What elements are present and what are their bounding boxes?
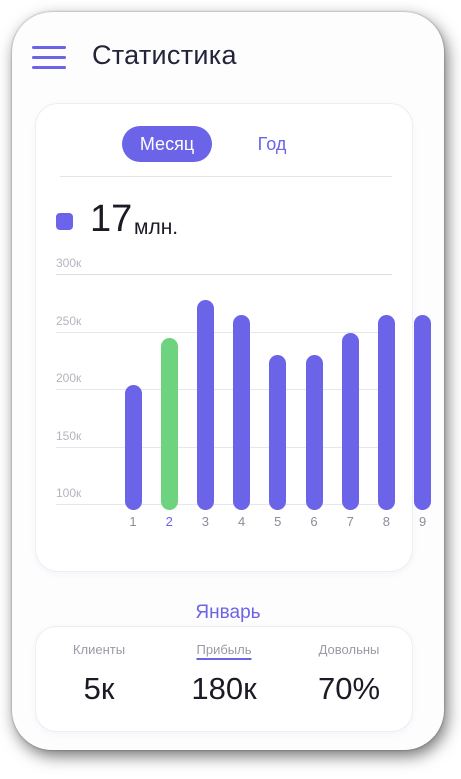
y-tick-label: 100к <box>56 486 82 500</box>
bar-6[interactable] <box>305 354 323 510</box>
x-tick-label: 3 <box>201 514 209 529</box>
bar-5[interactable] <box>269 354 287 510</box>
tabs-divider <box>60 176 392 177</box>
tab-year[interactable]: Год <box>257 134 287 154</box>
stat-clients: Клиенты 5к <box>36 627 162 731</box>
gridline <box>56 274 392 275</box>
total-unit: млн. <box>134 216 179 239</box>
stat-clients-value: 5к <box>83 671 115 706</box>
x-tick-label: 1 <box>129 514 137 529</box>
app-header: Статистика <box>32 40 432 80</box>
y-tick-label: 300к <box>56 256 82 270</box>
bar-3[interactable] <box>196 299 214 510</box>
x-tick-label: 2 <box>165 514 173 529</box>
bar-2[interactable] <box>160 337 178 510</box>
y-tick-label: 250к <box>56 313 82 328</box>
x-tick-label: 8 <box>382 514 390 529</box>
stat-satisfied-label: Довольны <box>318 642 380 657</box>
period-tabs: Месяц Год <box>122 126 322 162</box>
bar-chart: 300к 250к 200к 150к 100к 1 2 3 4 5 6 7 8 9 <box>36 244 436 554</box>
bar-8[interactable] <box>377 314 395 510</box>
x-tick-label: 7 <box>346 514 354 529</box>
stat-satisfied-value: 70% <box>317 671 381 706</box>
y-tick-label: 200к <box>56 371 82 385</box>
tab-month[interactable]: Месяц <box>122 126 212 162</box>
stat-clients-label: Клиенты <box>72 642 126 657</box>
hamburger-menu-icon[interactable] <box>32 44 66 70</box>
total-value: 17 <box>90 198 133 240</box>
stat-profit-value: 180к <box>191 671 257 706</box>
x-tick-label: 5 <box>274 514 282 529</box>
bar-7[interactable] <box>341 332 359 510</box>
bar-1[interactable] <box>124 384 142 510</box>
phone-frame: Статистика Месяц Год 17 млн. 300к 250к 200… <box>12 12 444 750</box>
legend-swatch <box>56 213 73 230</box>
gridline <box>56 446 392 448</box>
stat-profit[interactable]: Прибыль 180к <box>161 627 287 731</box>
stat-satisfied: Довольны 70% <box>286 627 412 731</box>
x-tick-label: 6 <box>310 514 318 529</box>
x-tick-label: 4 <box>237 514 246 529</box>
statistics-card: Месяц Год 17 млн. 300к 250к 200к 150к 100к 1 2… <box>36 104 432 571</box>
bar-9[interactable] <box>414 314 432 510</box>
gridline <box>56 389 392 390</box>
total-summary: 17 млн. <box>56 198 356 240</box>
stats-panel: Клиенты 5к Прибыль 180к Довольны 70% <box>36 627 412 731</box>
page-title: Статистика <box>92 40 237 70</box>
y-tick-label: 150к <box>56 428 82 443</box>
selected-month[interactable]: Январь <box>195 602 261 623</box>
stat-profit-label[interactable]: Прибыль <box>196 642 252 657</box>
x-tick-label: 9 <box>418 514 427 529</box>
gridline <box>56 331 392 333</box>
gridline <box>56 504 392 505</box>
bar-4[interactable] <box>233 314 251 510</box>
